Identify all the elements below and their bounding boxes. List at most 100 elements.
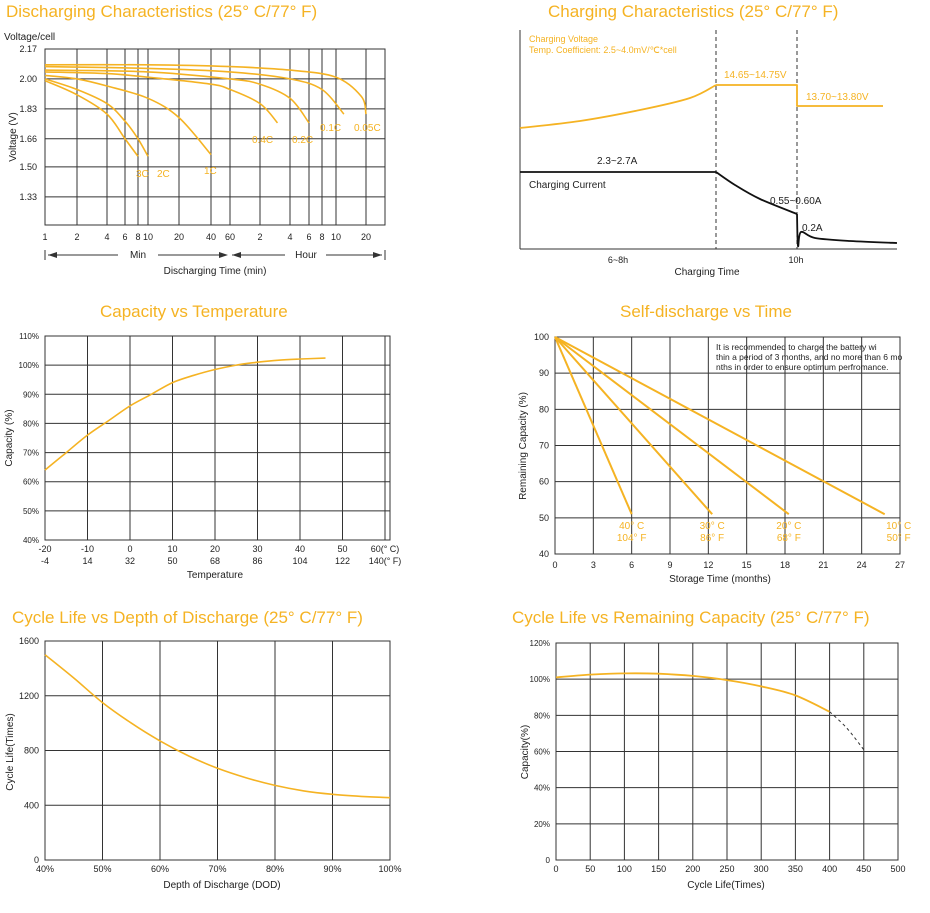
temperature-ytick: 110% bbox=[19, 332, 39, 341]
selfdischarge-xtick: 15 bbox=[742, 560, 752, 570]
cyclelife-xtick: 400 bbox=[822, 864, 837, 874]
charging-xtick: 6~8h bbox=[608, 255, 628, 265]
cyclelife-xtick: 0 bbox=[553, 864, 558, 874]
dod-xtick: 70% bbox=[208, 864, 226, 874]
dod-xtick: 40% bbox=[36, 864, 54, 874]
cyclelife-xtick: 300 bbox=[754, 864, 769, 874]
charging-voltage-float bbox=[716, 84, 883, 107]
selfdischarge-line-label-c: 20° C bbox=[776, 521, 801, 532]
temperature-curve bbox=[44, 357, 326, 471]
discharge-plot-frame bbox=[44, 48, 386, 226]
temperature-xtick-f: 14 bbox=[82, 556, 92, 566]
discharge-xtick: 10 bbox=[331, 232, 341, 242]
temperature-xtick-c: 60(° C) bbox=[371, 544, 400, 554]
dod-xlabel: Depth of Discharge (DOD) bbox=[163, 880, 280, 891]
selfdischarge-line-label-f: 104° F bbox=[617, 533, 647, 544]
charging-current-taper bbox=[715, 171, 798, 215]
selfdischarge-line-label-f: 68° F bbox=[777, 533, 801, 544]
dod-ytick: 800 bbox=[24, 746, 39, 756]
cyclelife-xtick: 250 bbox=[719, 864, 734, 874]
selfdischarge-line-label-c: 40° C bbox=[619, 521, 644, 532]
selfdischarge-ytick: 70 bbox=[539, 441, 549, 451]
discharge-ytick: 1.83 bbox=[19, 104, 37, 114]
selfdischarge-xtick: 0 bbox=[552, 560, 557, 570]
cyclelife-xtick: 200 bbox=[685, 864, 700, 874]
temperature-xtick-f: -4 bbox=[41, 556, 49, 566]
selfdischarge-note: It is recommended to charge the battery … bbox=[716, 342, 902, 372]
selfdischarge-ytick: 100 bbox=[534, 332, 549, 342]
cyclelife-curve bbox=[555, 672, 830, 713]
selfdischarge-line-label-c: 10° C bbox=[886, 521, 911, 532]
selfdischarge-xtick: 3 bbox=[591, 560, 596, 570]
charging-current-label: Charging Current bbox=[529, 180, 606, 191]
cyclelife-xtick: 450 bbox=[856, 864, 871, 874]
selfdischarge-line-label-f: 86° F bbox=[700, 533, 724, 544]
temperature-ytick: 80% bbox=[23, 419, 39, 428]
temperature-ylabel: Capacity (%) bbox=[4, 409, 15, 466]
selfdischarge-ylabel: Remaining Capacity (%) bbox=[518, 392, 529, 500]
cyclelife-title: Cycle Life vs Remaining Capacity (25° C/… bbox=[512, 608, 870, 627]
dod-ytick: 1200 bbox=[19, 691, 39, 701]
discharge-arrow-head bbox=[373, 252, 382, 258]
cyclelife-xtick: 150 bbox=[651, 864, 666, 874]
cyclelife-xlabel: Cycle Life(Times) bbox=[687, 880, 764, 891]
discharge-xtick: 4 bbox=[104, 232, 109, 242]
selfdischarge-ytick: 60 bbox=[539, 477, 549, 487]
discharge-curve-label: 0.05C bbox=[354, 123, 381, 134]
temperature-xtick-c: 10 bbox=[167, 544, 177, 554]
selfdischarge-xtick: 6 bbox=[629, 560, 634, 570]
temperature-ytick: 60% bbox=[23, 478, 39, 487]
temperature-xtick-f: 104 bbox=[292, 556, 307, 566]
temperature-xtick-c: -10 bbox=[81, 544, 94, 554]
charging-current-float-label: 0.2A bbox=[802, 223, 823, 234]
temperature-xtick-f: 68 bbox=[210, 556, 220, 566]
dod-xtick: 80% bbox=[266, 864, 284, 874]
selfdischarge-line-20c bbox=[554, 336, 790, 515]
discharge-ylabel: Voltage (V) bbox=[8, 112, 19, 161]
discharge-xtick: 6 bbox=[306, 232, 311, 242]
cyclelife-xtick: 500 bbox=[890, 864, 905, 874]
discharge-arrow-head bbox=[219, 252, 228, 258]
temperature-xtick-c: 50 bbox=[337, 544, 347, 554]
selfdischarge-title: Self-discharge vs Time bbox=[620, 302, 792, 321]
discharge-curve-label: 2C bbox=[157, 169, 170, 180]
charging-title: Charging Characteristics (25° C/77° F) bbox=[548, 2, 839, 21]
temperature-ytick: 90% bbox=[23, 390, 39, 399]
temperature-xtick-c: 30 bbox=[252, 544, 262, 554]
cyclelife-ytick: 100% bbox=[530, 675, 550, 684]
temperature-xtick-c: -20 bbox=[38, 544, 51, 554]
temperature-plot-frame bbox=[44, 335, 391, 541]
cyclelife-ytick: 40% bbox=[534, 784, 550, 793]
selfdischarge-xlabel: Storage Time (months) bbox=[669, 574, 771, 585]
discharge-xtick: 8 bbox=[135, 232, 140, 242]
cyclelife-curve-projection bbox=[829, 711, 865, 751]
discharge-curve-label: 0.1C bbox=[320, 123, 341, 134]
selfdischarge-xtick: 21 bbox=[818, 560, 828, 570]
charging-current-float bbox=[796, 213, 898, 248]
temperature-ytick: 70% bbox=[23, 449, 39, 458]
temperature-xtick-f: 86 bbox=[252, 556, 262, 566]
dod-ytick: 400 bbox=[24, 800, 39, 810]
discharge-xtick: 10 bbox=[143, 232, 153, 242]
discharge-curve-0.05C bbox=[44, 63, 367, 115]
selfdischarge-xtick: 18 bbox=[780, 560, 790, 570]
charging-xtick: 10h bbox=[788, 255, 803, 265]
temperature-xtick-f: 140(° F) bbox=[369, 556, 402, 566]
selfdischarge-line-30c bbox=[554, 336, 713, 515]
discharge-xtick: 1 bbox=[42, 232, 47, 242]
discharge-arrow-head bbox=[232, 252, 241, 258]
discharge-xtick: 40 bbox=[206, 232, 216, 242]
discharge-ytick: 2.17 bbox=[19, 44, 37, 54]
cyclelife-ytick: 120% bbox=[530, 639, 550, 648]
temperature-xtick-f: 122 bbox=[335, 556, 350, 566]
selfdischarge-ytick: 40 bbox=[539, 549, 549, 559]
discharge-range-min: Min bbox=[130, 250, 146, 261]
temperature-xtick-f: 50 bbox=[167, 556, 177, 566]
cyclelife-ytick: 80% bbox=[534, 711, 550, 720]
temperature-ytick: 50% bbox=[23, 507, 39, 516]
